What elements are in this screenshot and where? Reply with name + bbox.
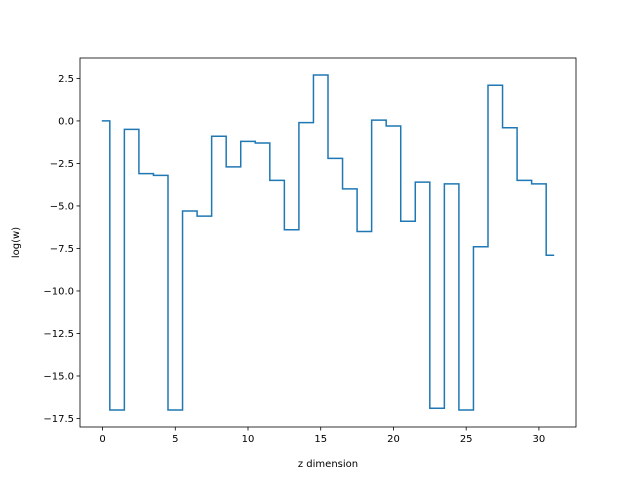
y-axis-label: log(w): [11, 227, 22, 258]
y-tick-label: −7.5: [50, 244, 74, 255]
x-axis: 0 5 10 15 20 25 30: [99, 427, 545, 445]
axes-frame: [79, 57, 577, 428]
y-tick-label: −15.0: [43, 371, 74, 382]
series-line: [101, 74, 555, 411]
x-axis-label: z dimension: [298, 459, 358, 470]
y-tick-label: −12.5: [43, 329, 74, 340]
y-tick-label: −2.5: [50, 159, 74, 170]
x-tick-label: 5: [172, 434, 178, 445]
y-tick-label: −5.0: [50, 201, 74, 212]
y-axis: 2.5 0.0 −2.5 −5.0 −7.5 −10.0 −12.5 −15.0 −17.5: [43, 74, 80, 425]
x-tick-label: 15: [314, 434, 327, 445]
y-tick-label: −17.5: [43, 414, 74, 425]
x-tick-label: 20: [387, 434, 400, 445]
y-tick-label: −10.0: [43, 286, 74, 297]
x-tick-label: 10: [242, 434, 255, 445]
x-tick-label: 0: [99, 434, 105, 445]
x-tick-label: 30: [533, 434, 546, 445]
plot-area: [101, 74, 555, 411]
y-tick-label: 2.5: [58, 74, 74, 85]
y-tick-label: 0.0: [58, 116, 74, 127]
x-tick-label: 25: [460, 434, 473, 445]
